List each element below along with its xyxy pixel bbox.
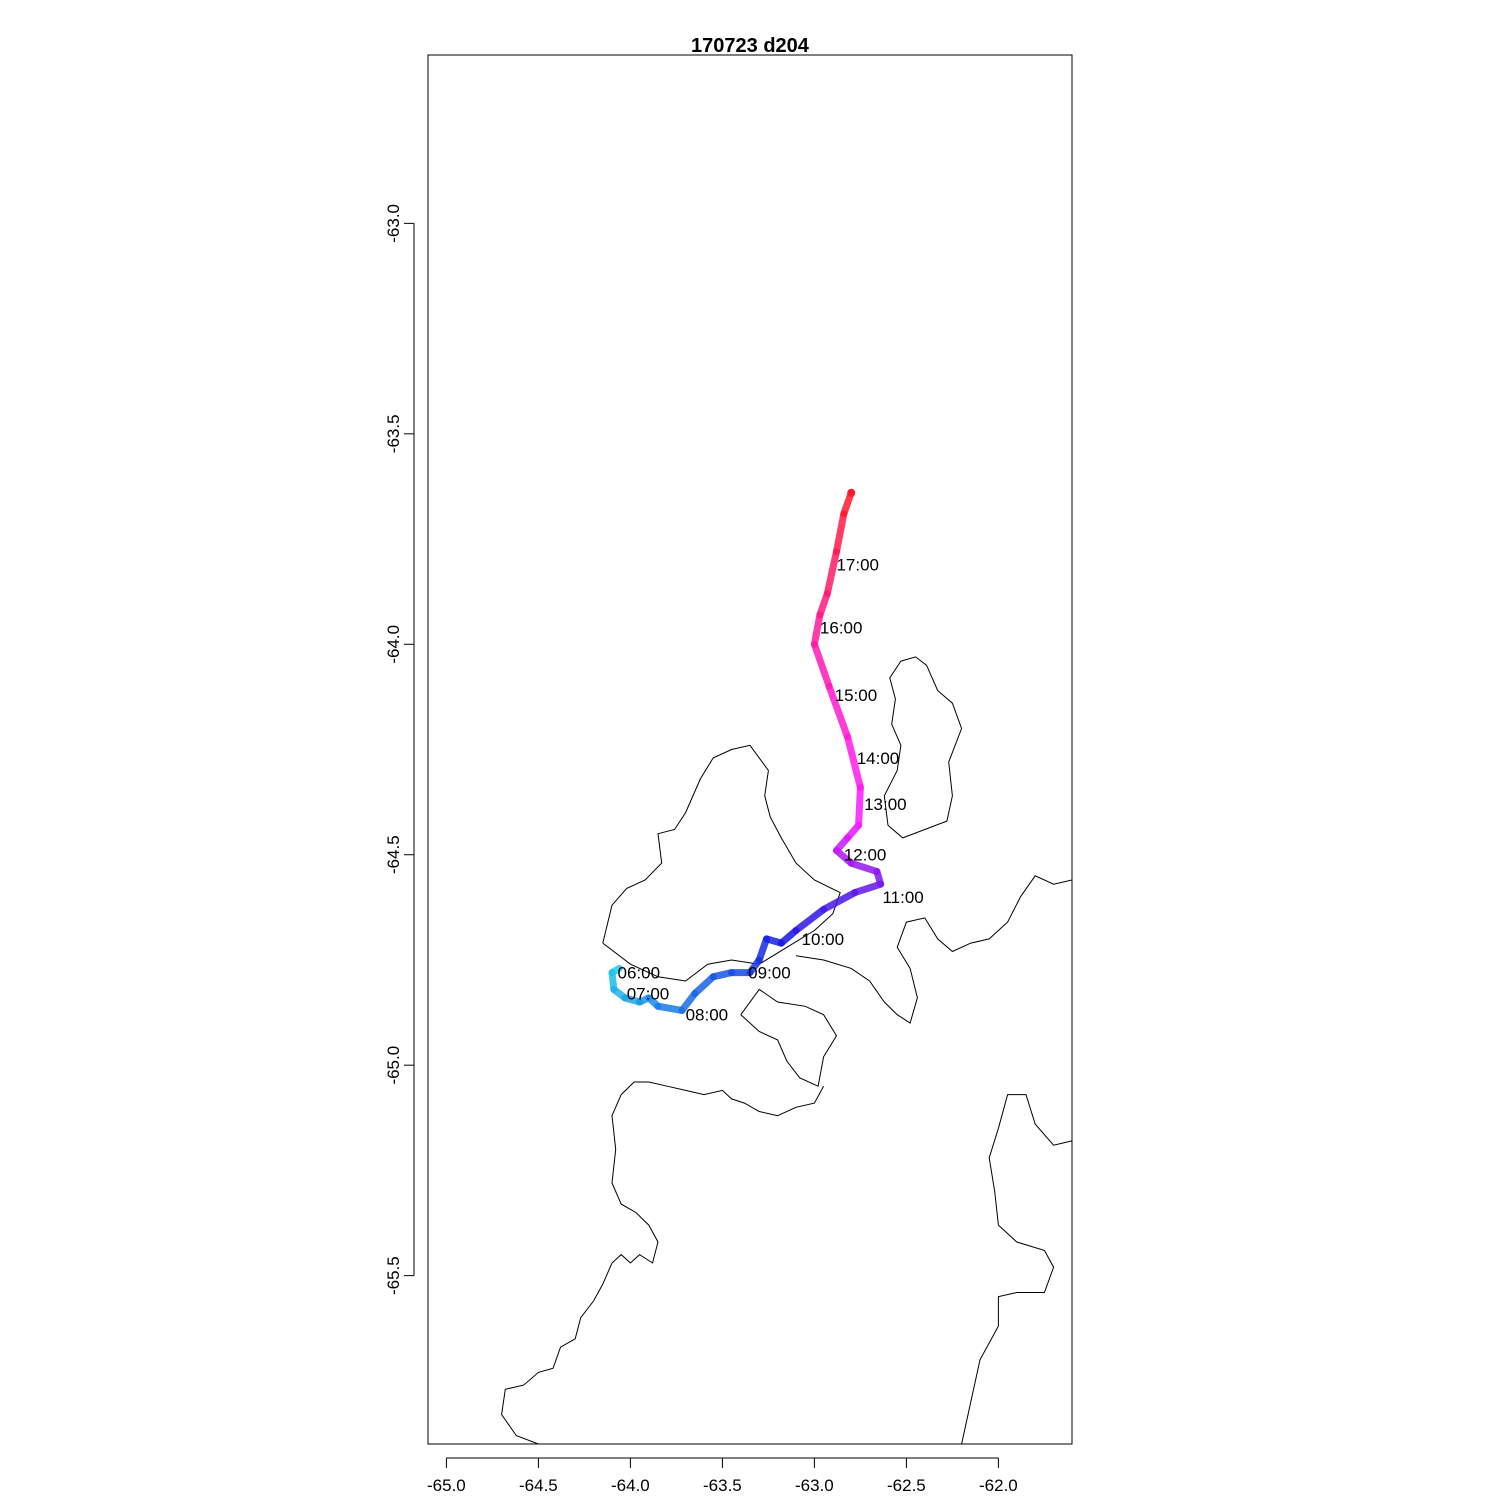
- coastline-layer: [501, 656, 1072, 1444]
- time-label: 09:00: [748, 964, 791, 983]
- coastline-2: [795, 875, 1072, 1024]
- y-axis: -63.0 -63.5 -64.0 -64.5 -65.0 -65.5: [384, 204, 415, 1295]
- track-segment: [844, 733, 864, 791]
- track-segment: [847, 859, 881, 876]
- time-labels: 06:00 07:00 08:00 09:00 10:00 11:00 12:00 13:00…: [618, 555, 924, 1024]
- coastline-5: [961, 1094, 1072, 1444]
- time-label: 08:00: [686, 1006, 729, 1025]
- time-label: 07:00: [627, 985, 670, 1004]
- time-label: 14:00: [857, 749, 900, 768]
- track-segment: [820, 889, 859, 913]
- coastline-0: [602, 744, 841, 982]
- time-label: 13:00: [864, 795, 907, 814]
- y-tick-label: -64.0: [384, 625, 403, 664]
- y-tick-label: -63.0: [384, 204, 403, 243]
- x-tick-label: -63.0: [795, 1476, 834, 1495]
- x-tick-label: -62.0: [979, 1476, 1018, 1495]
- track-segment: [832, 510, 848, 556]
- chart-title: 170723 d204: [691, 35, 810, 57]
- track-segment: [816, 590, 831, 619]
- time-label: 16:00: [820, 618, 863, 637]
- coastline-4: [501, 1081, 825, 1444]
- track-segment: [823, 548, 840, 598]
- time-label: 10:00: [802, 930, 845, 949]
- y-tick-label: -63.5: [384, 414, 403, 453]
- plot-frame: [427, 54, 1073, 1445]
- track-segment: [654, 1002, 686, 1014]
- x-tick-label: -64.0: [611, 1476, 650, 1495]
- track-segment: [851, 880, 885, 897]
- track-segment: [792, 905, 828, 934]
- time-label: 17:00: [836, 555, 879, 574]
- x-tick-label: -65.0: [427, 1476, 466, 1495]
- track-segment: [691, 973, 717, 998]
- track-segment: [825, 682, 852, 741]
- track-segment: [810, 640, 833, 690]
- time-label: 11:00: [882, 888, 923, 907]
- time-label: 15:00: [835, 686, 878, 705]
- x-tick-label: -63.5: [703, 1476, 742, 1495]
- coastline-3: [740, 988, 838, 1087]
- track-segment: [755, 935, 771, 964]
- y-tick-label: -65.0: [384, 1046, 403, 1085]
- track-segment: [810, 611, 824, 648]
- time-label: 12:00: [844, 846, 887, 865]
- x-tick-label: -62.5: [887, 1476, 926, 1495]
- track-segment: [678, 990, 699, 1014]
- y-tick-label: -64.5: [384, 835, 403, 874]
- x-tick-label: -64.5: [519, 1476, 558, 1495]
- track-segment: [855, 783, 864, 829]
- y-tick-label: -65.5: [384, 1256, 403, 1295]
- time-label: 06:00: [618, 964, 661, 983]
- coastline-1: [883, 656, 963, 839]
- ship-track: [608, 488, 885, 1014]
- track-end-point: [847, 488, 856, 497]
- x-axis: -65.0 -64.5 -64.0 -63.5 -63.0 -62.5 -62.0: [427, 1457, 1018, 1495]
